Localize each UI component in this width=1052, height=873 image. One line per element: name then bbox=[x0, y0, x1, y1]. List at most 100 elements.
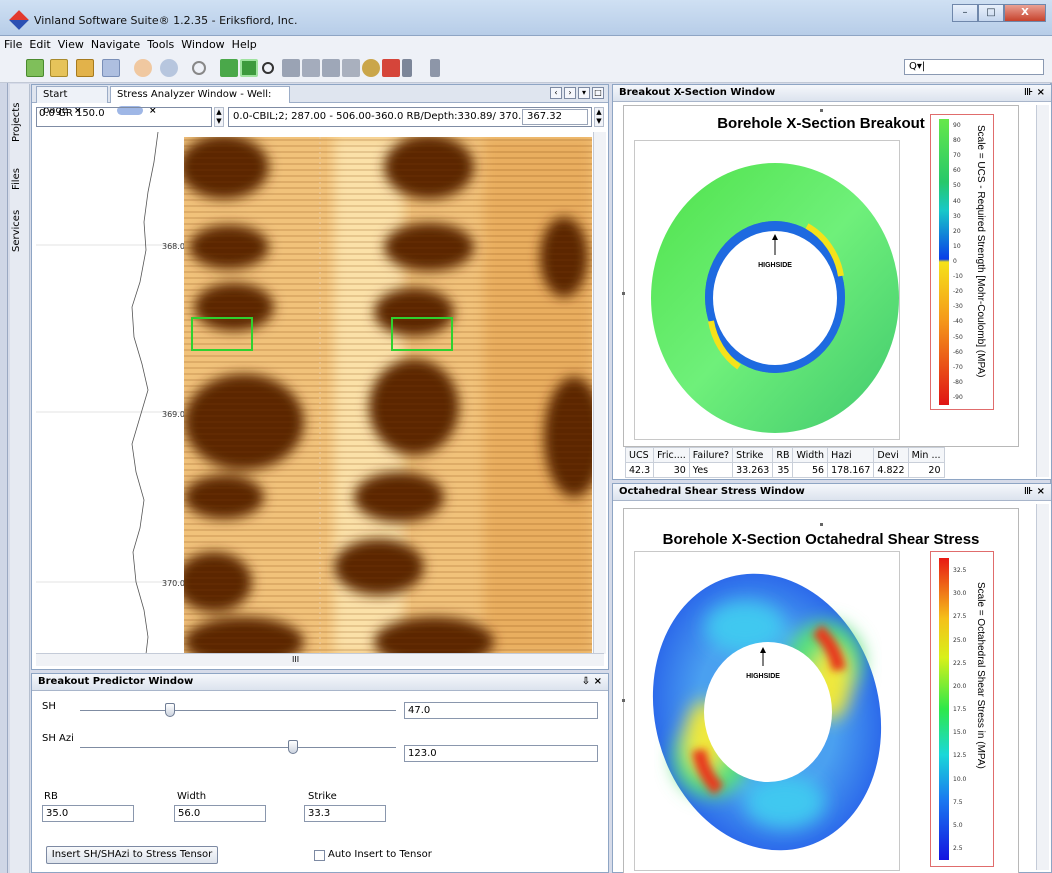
table-header-cell[interactable]: Fric.... bbox=[653, 447, 690, 463]
sh-value-field[interactable]: 47.0 bbox=[404, 702, 598, 719]
panel-menu-icon[interactable]: ⊪ × bbox=[1023, 87, 1045, 98]
octahedral-vertical-scrollbar[interactable] bbox=[1036, 504, 1049, 870]
toolbar: Q▾| bbox=[0, 53, 1052, 83]
brush-icon[interactable] bbox=[402, 59, 412, 77]
panel-menu-icon[interactable]: ⊪ × bbox=[1023, 486, 1045, 497]
table-header-cell[interactable]: Devi bbox=[873, 447, 909, 463]
build-icon[interactable] bbox=[192, 61, 206, 75]
table-header-cell[interactable]: UCS bbox=[624, 447, 655, 463]
breakout-marker[interactable] bbox=[191, 317, 253, 351]
scale-tick-label: 60 bbox=[953, 167, 961, 175]
gr-spinner[interactable]: ▲ ▼ bbox=[214, 107, 224, 127]
new-project-icon[interactable] bbox=[26, 59, 44, 77]
menu-edit[interactable]: Edit bbox=[29, 38, 51, 51]
close-icon[interactable]: × bbox=[73, 106, 82, 116]
run-icon[interactable] bbox=[220, 59, 238, 77]
restore-window-icon[interactable]: □ bbox=[592, 87, 604, 99]
window-title: Vinland Software Suite® 1.2.35 - Eriksfi… bbox=[34, 14, 298, 27]
editor-vertical-scrollbar[interactable] bbox=[593, 132, 606, 654]
strike-field[interactable]: 33.3 bbox=[304, 805, 386, 822]
scale-tick-label: 30.0 bbox=[953, 590, 967, 598]
side-tab-services[interactable]: Services bbox=[11, 209, 22, 252]
chart-icon[interactable] bbox=[322, 59, 340, 77]
strike-label: Strike bbox=[308, 791, 337, 802]
stress-analyzer-window: Start page × Stress Analyzer Window - Wel… bbox=[31, 84, 609, 670]
scale-tick-label: 20 bbox=[953, 227, 961, 235]
search-icon[interactable] bbox=[262, 62, 274, 74]
scale-tick-label: 5.0 bbox=[953, 821, 963, 829]
table-header-cell[interactable]: Min ... bbox=[907, 447, 945, 463]
gr-scale-box: 0.0 GR 150.0 bbox=[36, 107, 212, 127]
resize-handle[interactable] bbox=[820, 109, 823, 112]
search-input[interactable]: Q▾| bbox=[904, 59, 1044, 75]
menu-view[interactable]: View bbox=[57, 38, 84, 51]
octahedral-scale-label: Scale = Octahedral Shear Stress in (MPA) bbox=[975, 582, 986, 769]
scale-tick-label: 27.5 bbox=[953, 613, 967, 621]
sh-azi-slider-track[interactable] bbox=[80, 747, 396, 748]
table-header-cell[interactable]: Hazi bbox=[827, 447, 875, 463]
table-header-cell[interactable]: Strike bbox=[732, 447, 774, 463]
depth-label: 369.0 bbox=[162, 410, 185, 419]
resize-handle[interactable] bbox=[820, 523, 823, 526]
save-icon[interactable] bbox=[102, 59, 120, 77]
maximize-button[interactable]: □ bbox=[978, 4, 1004, 22]
tab-list-icon[interactable]: ▾ bbox=[578, 87, 590, 99]
breakout-color-scale: Scale = UCS - Required Strength [Mohr-Co… bbox=[930, 114, 994, 410]
scroll-left-icon[interactable]: ‹ bbox=[550, 87, 562, 99]
eye-icon[interactable] bbox=[362, 59, 380, 77]
scroll-right-icon[interactable]: › bbox=[564, 87, 576, 99]
open-project-icon[interactable] bbox=[76, 59, 94, 77]
depth-spinner[interactable]: ▲ ▼ bbox=[594, 107, 604, 127]
editor-horizontal-scrollbar[interactable]: III bbox=[36, 653, 604, 666]
undo-icon[interactable] bbox=[134, 59, 152, 77]
auto-insert-checkbox[interactable] bbox=[314, 850, 325, 861]
table-header-cell[interactable]: Failure? bbox=[688, 447, 734, 463]
sh-slider-track[interactable] bbox=[80, 710, 396, 711]
highside-label: HIGHSIDE bbox=[758, 262, 792, 269]
pointer-icon[interactable] bbox=[430, 59, 440, 77]
depth-value-field[interactable]: 367.32 bbox=[522, 109, 588, 125]
side-tab-projects[interactable]: Projects bbox=[11, 102, 22, 142]
table-header-cell[interactable]: Width bbox=[792, 447, 829, 463]
resize-handle[interactable] bbox=[622, 292, 625, 295]
sh-azi-value-field[interactable]: 123.0 bbox=[404, 745, 598, 762]
sh-slider-thumb[interactable] bbox=[165, 703, 175, 717]
cut-icon[interactable] bbox=[382, 59, 400, 77]
scale-tick-label: -60 bbox=[953, 348, 963, 356]
close-button[interactable]: X bbox=[1004, 4, 1046, 22]
redo-icon[interactable] bbox=[160, 59, 178, 77]
menu-file[interactable]: File bbox=[4, 38, 23, 51]
octahedral-window-title: Octahedral Shear Stress Window bbox=[619, 486, 805, 497]
menu-help[interactable]: Help bbox=[231, 38, 257, 51]
tab-stress-analyzer[interactable]: Stress Analyzer Window - Well: × bbox=[110, 86, 290, 116]
sh-azi-slider-thumb[interactable] bbox=[288, 740, 298, 754]
tab-stress-analyzer-label: Stress Analyzer Window - Well: bbox=[117, 89, 272, 100]
menu-window[interactable]: Window bbox=[181, 38, 225, 51]
menu-tools[interactable]: Tools bbox=[147, 38, 175, 51]
octahedral-plot-area: HIGHSIDE bbox=[634, 551, 900, 871]
side-tab-files[interactable]: Files bbox=[11, 168, 22, 190]
tab-start-page[interactable]: Start page × bbox=[36, 86, 108, 116]
window-frame-left bbox=[0, 0, 8, 873]
scale-tick-label: 80 bbox=[953, 137, 961, 145]
table-icon[interactable] bbox=[342, 59, 360, 77]
rb-field[interactable]: 35.0 bbox=[42, 805, 134, 822]
panel-menu-icon[interactable]: ⇩ × bbox=[581, 676, 602, 687]
scale-tick-label: 17.5 bbox=[953, 706, 967, 713]
width-field[interactable]: 56.0 bbox=[174, 805, 266, 822]
layers-icon[interactable] bbox=[302, 59, 320, 77]
scale-tick-label: 30 bbox=[953, 212, 961, 220]
table-header-cell[interactable]: RB bbox=[772, 447, 794, 463]
grid-icon[interactable] bbox=[282, 59, 300, 77]
breakout-marker[interactable] bbox=[391, 317, 453, 351]
close-icon[interactable]: × bbox=[149, 106, 157, 116]
table-row[interactable]: 42.3 30 Yes 33.263 35 56 178.167 4.822 2… bbox=[624, 462, 945, 478]
minimize-button[interactable]: – bbox=[952, 4, 978, 22]
resize-handle[interactable] bbox=[622, 699, 625, 702]
insert-to-tensor-button[interactable]: Insert SH/SHAzi to Stress Tensor bbox=[46, 846, 218, 864]
sh-azi-label: SH Azi bbox=[42, 733, 74, 744]
breakout-vertical-scrollbar[interactable] bbox=[1036, 105, 1049, 477]
new-file-icon[interactable] bbox=[50, 59, 68, 77]
debug-icon[interactable] bbox=[240, 59, 258, 77]
menu-navigate[interactable]: Navigate bbox=[90, 38, 141, 51]
